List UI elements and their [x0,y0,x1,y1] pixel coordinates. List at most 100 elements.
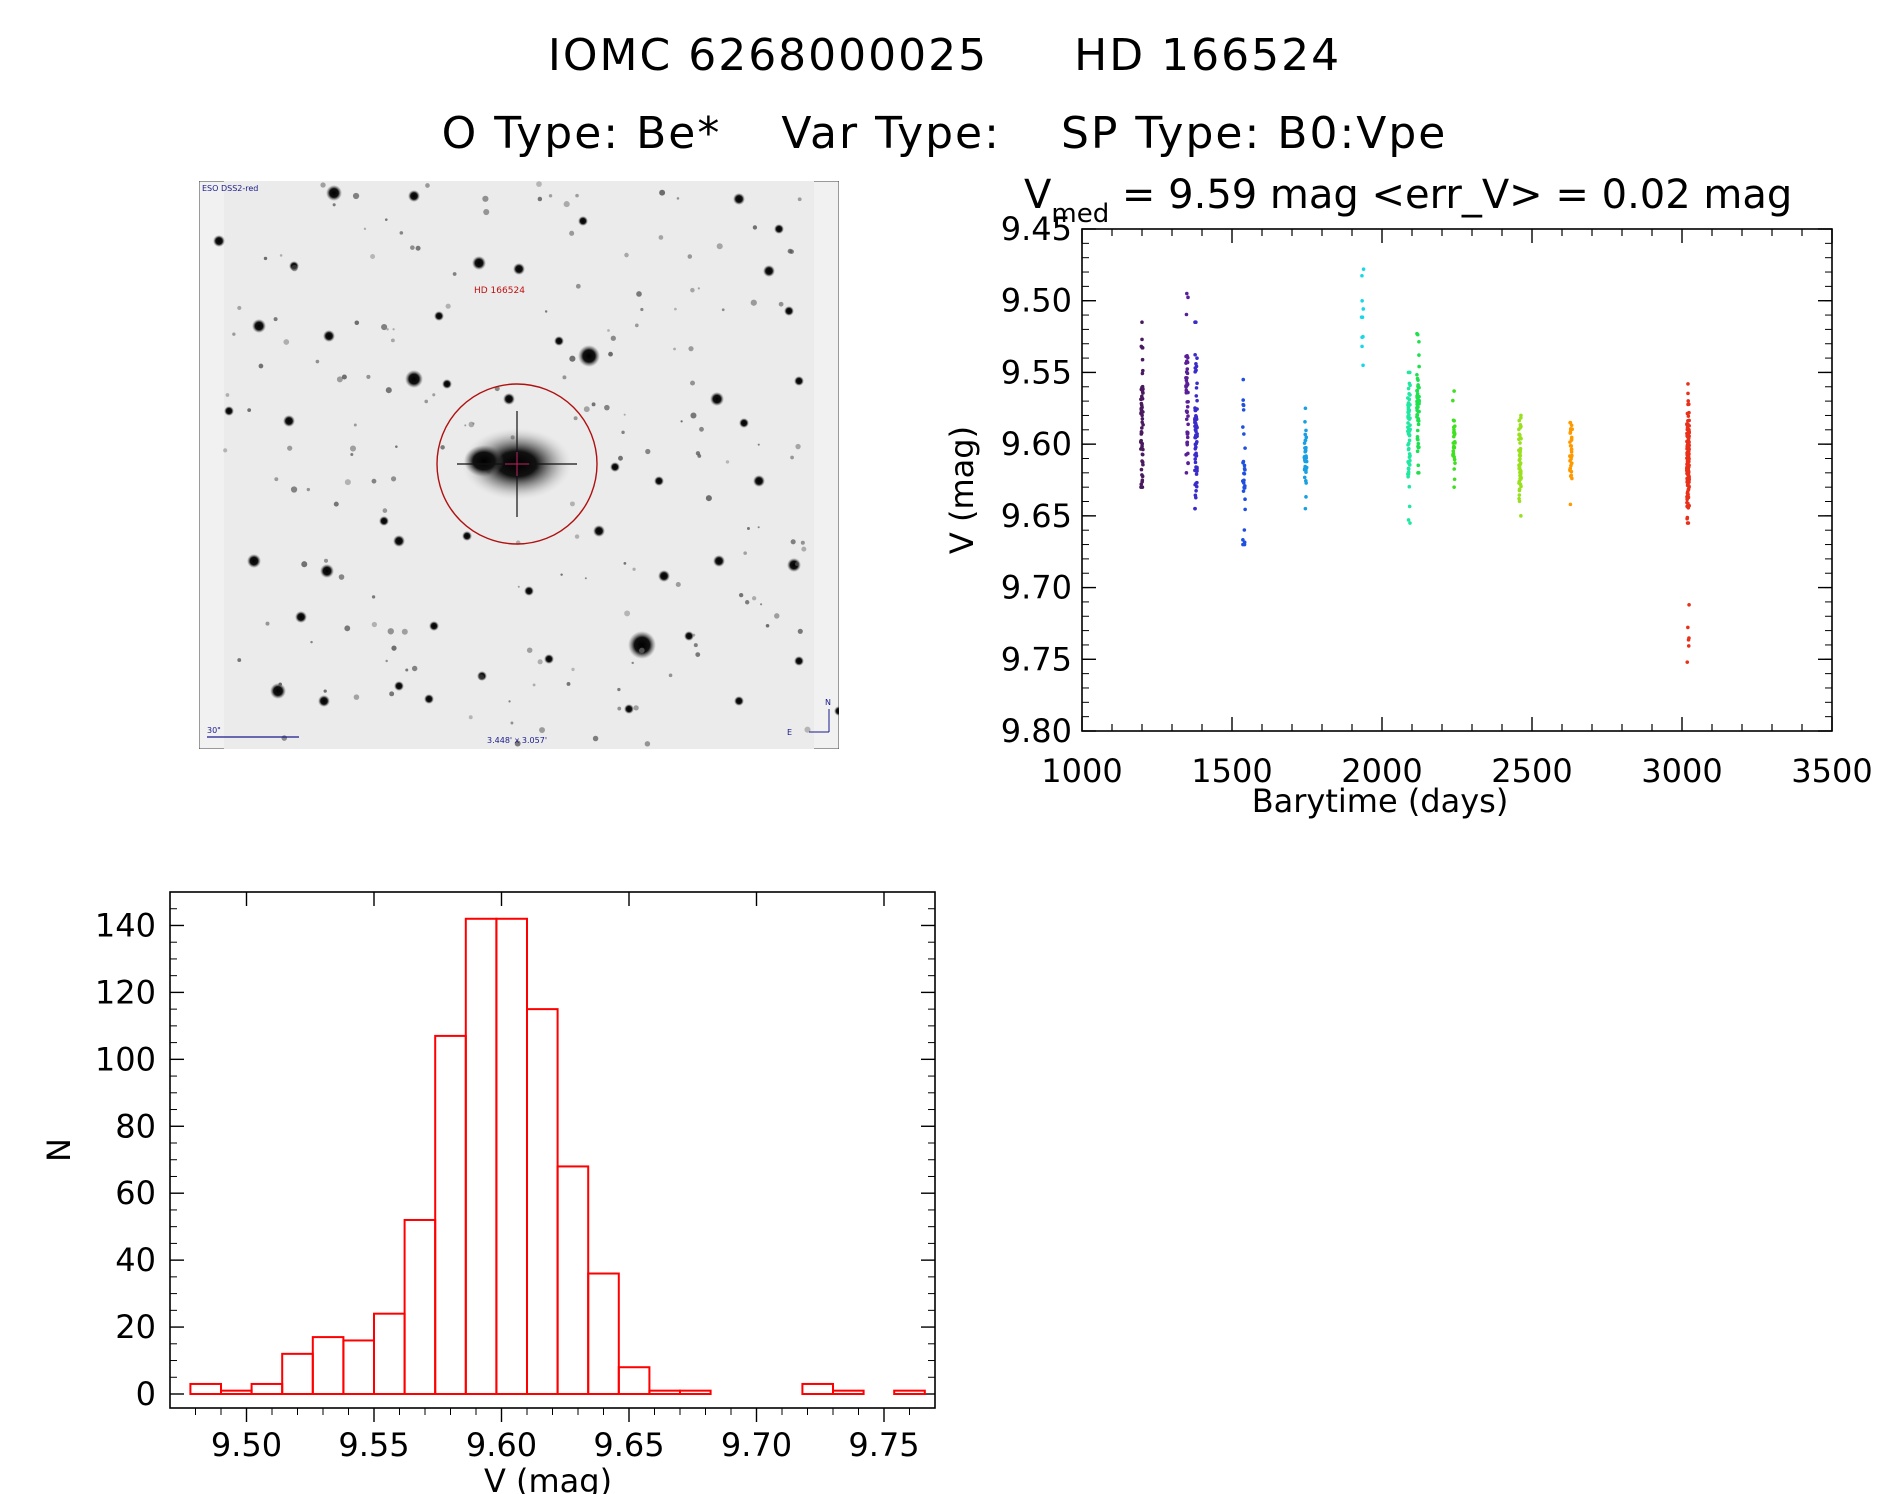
hist-ytick-label: 60 [115,1174,156,1212]
lc-point [1569,454,1573,458]
lc-point [1139,344,1144,349]
faint-star [633,705,639,711]
lc-point [1687,636,1691,640]
faint-star [425,183,430,188]
lc-point [1194,394,1199,398]
faint-star [716,243,723,250]
lc-point [1417,394,1421,399]
lc-point [1184,370,1189,374]
hist-ytick-label: 80 [115,1107,156,1145]
faint-star [575,193,579,198]
field-star [318,695,330,707]
field-star [394,681,404,691]
hist-xtick-label: 9.55 [338,1426,409,1464]
faint-star [386,328,389,331]
field-star [624,704,634,714]
lc-point [1568,427,1573,431]
lc-point [1568,474,1573,478]
lc-point [1194,453,1199,458]
hist-ytick-label: 0 [136,1375,156,1413]
lc-point [1408,427,1412,432]
lc-point [1406,443,1410,447]
faint-star [432,393,436,397]
faint-star [804,726,811,733]
vmed-label: Vmed = 9.59 mag <err_V> = 0.02 mag [1024,172,1792,229]
lc-point [1243,507,1247,512]
field-star [524,586,534,596]
faint-star [721,308,725,312]
field-star [513,263,525,275]
lc-point [1415,415,1419,419]
field-star [787,558,801,572]
faint-star [795,561,800,567]
lc-point [1685,660,1690,664]
lc-point [1415,332,1420,337]
lc-point [1139,397,1144,401]
field-star [578,216,588,226]
faint-star [659,189,666,196]
lc-point [1686,391,1690,396]
field-star [710,392,724,406]
hist-ytick-label: 40 [115,1241,156,1279]
faint-star [385,387,392,394]
field-star [252,319,266,333]
field-star [794,656,804,666]
faint-star [695,652,701,658]
faint-star [560,573,563,576]
lc-point [1517,464,1522,468]
hist-bar [373,1312,406,1396]
faint-star [751,596,757,601]
faint-star [424,399,429,404]
lc-point [1407,463,1412,467]
lc-point [1139,432,1144,436]
lc-point [1186,461,1190,465]
faint-star [483,209,490,216]
faint-star [353,423,357,427]
faint-star [575,283,581,289]
lc-point [1517,432,1522,437]
lc-point [1185,367,1190,371]
hist-bar [434,1034,467,1395]
lc-point [1139,403,1144,407]
faint-star [536,181,542,187]
faint-star [405,668,409,672]
lc-point [1406,466,1411,471]
faint-star [265,621,270,626]
lc-point [1416,383,1420,387]
target-circle [436,383,598,545]
faint-star [562,375,567,380]
faint-star [382,508,388,513]
hist-bar [679,1389,712,1395]
lc-point [1416,441,1421,446]
lc-point [1139,485,1143,489]
lc-point [1517,427,1521,432]
lc-point [1415,406,1419,410]
faint-star [539,727,545,733]
faint-star [532,683,536,687]
hist-ytick-label: 20 [115,1308,156,1346]
lc-point [1451,434,1456,439]
faint-star [371,595,376,599]
lc-point [1687,503,1691,508]
faint-star [291,264,298,272]
field-star [628,631,656,659]
target-label: HD 166524 [474,286,525,296]
faint-star [258,363,264,369]
faint-star [676,197,680,200]
faint-star [623,561,627,565]
field-star [323,330,335,342]
faint-star [232,332,236,336]
lc-point [1194,488,1198,493]
field-star [733,193,745,205]
lc-point [1194,434,1198,438]
survey-label: ESO DSS2-red [202,184,258,193]
lc-point [1686,625,1690,630]
lc-point [1417,409,1421,414]
faint-star [680,420,683,423]
faint-star [366,374,371,379]
hist-bar [801,1382,835,1395]
faint-star [797,197,802,202]
faint-star [354,320,360,326]
lc-point [1140,320,1144,325]
lc-point [1140,459,1144,463]
